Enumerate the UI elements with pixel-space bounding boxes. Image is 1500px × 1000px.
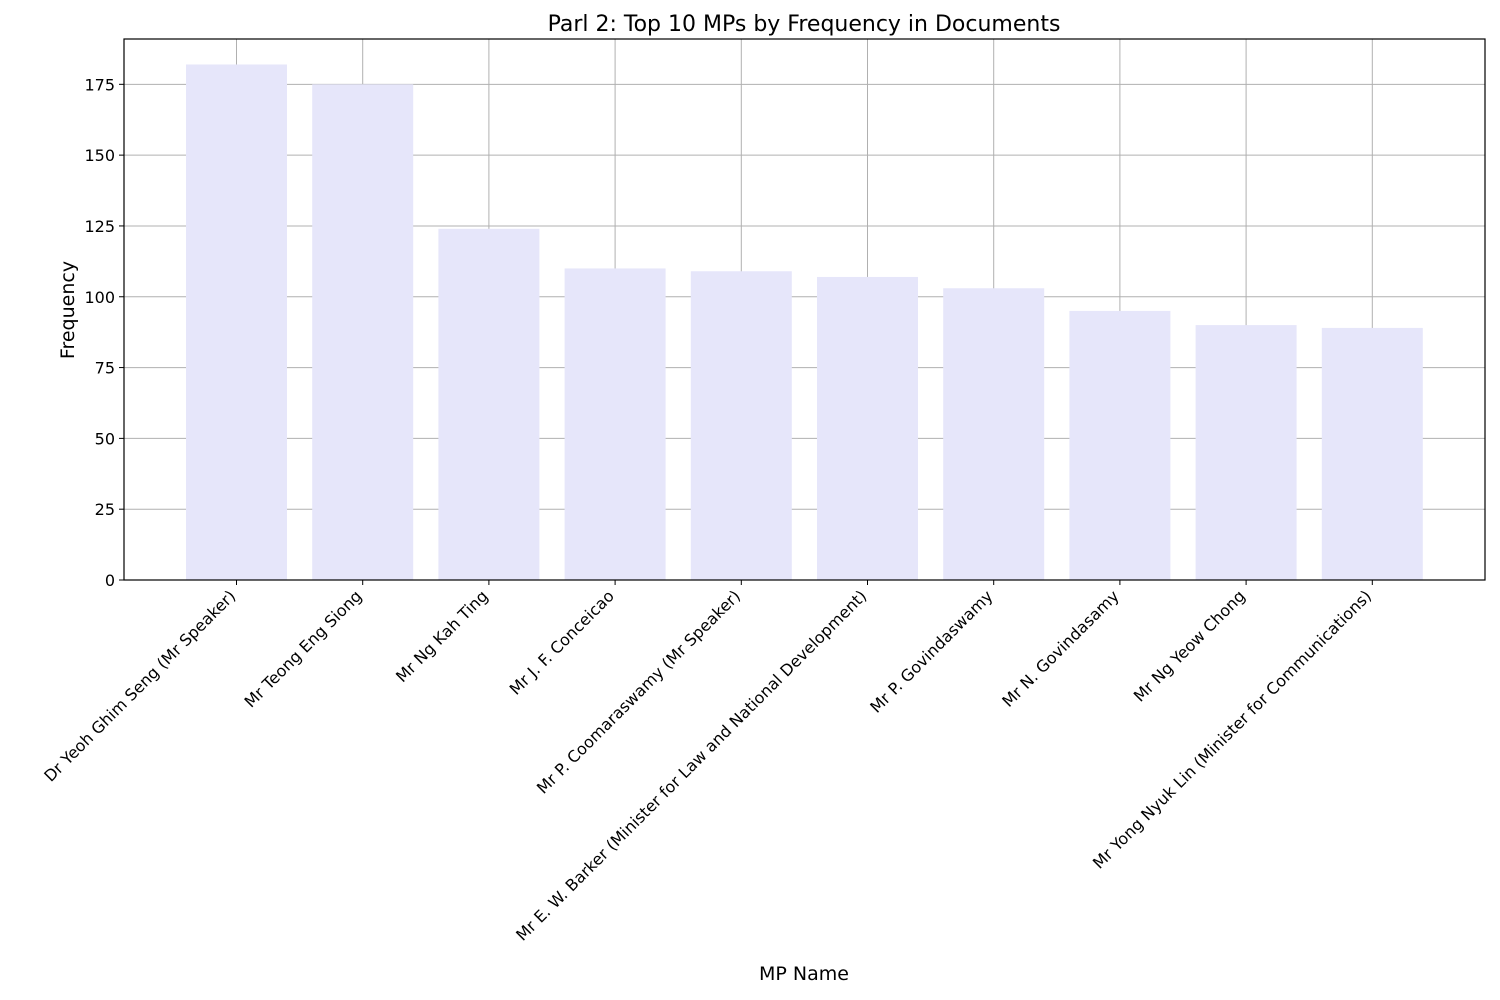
bar xyxy=(312,84,414,581)
x-axis-title: MP Name xyxy=(759,963,849,985)
y-axis-title: Frequency xyxy=(57,261,79,359)
bar xyxy=(690,271,792,580)
x-tick-label: Mr Teong Eng Siong xyxy=(241,586,366,711)
x-tick-label: Mr Ng Yeow Chong xyxy=(1130,586,1249,705)
y-tick-label: 0 xyxy=(105,571,115,590)
x-tick-label: Mr Yong Nyuk Lin (Minister for Communica… xyxy=(1089,586,1375,872)
x-tick-label: Dr Yeoh Ghim Seng (Mr Speaker) xyxy=(40,586,239,785)
x-tick-label: Mr P. Coomaraswamy (Mr Speaker) xyxy=(533,586,744,797)
bar xyxy=(564,268,666,580)
y-tick-label: 75 xyxy=(95,359,115,378)
plot-frame xyxy=(123,38,1486,581)
y-tick-label: 50 xyxy=(95,429,115,448)
chart-title: Parl 2: Top 10 MPs by Frequency in Docum… xyxy=(548,12,1061,37)
x-tick-label: Mr P. Govindaswamy xyxy=(866,586,996,716)
y-tick-label: 150 xyxy=(84,146,115,165)
bar xyxy=(817,276,918,580)
x-axis: Dr Yeoh Ghim Seng (Mr Speaker) Mr Teong E… xyxy=(40,580,1375,945)
y-tick-label: 125 xyxy=(84,217,115,236)
bar xyxy=(1321,327,1423,580)
bar xyxy=(1069,310,1171,580)
y-axis: 0 25 50 75 100 125 150 175 xyxy=(84,75,124,590)
y-tick-label: 25 xyxy=(95,500,115,519)
x-tick-label: Mr N. Govindasamy xyxy=(998,586,1122,710)
bar xyxy=(943,288,1045,580)
x-tick-label: Mr Ng Kah Ting xyxy=(392,586,492,686)
bar xyxy=(438,228,540,580)
bars xyxy=(186,64,1423,581)
y-tick-label: 100 xyxy=(84,288,115,307)
x-tick-label: Mr J. F. Conceicao xyxy=(506,586,618,698)
bar xyxy=(186,64,287,581)
bar xyxy=(1195,325,1297,580)
y-tick-label: 175 xyxy=(84,75,115,94)
